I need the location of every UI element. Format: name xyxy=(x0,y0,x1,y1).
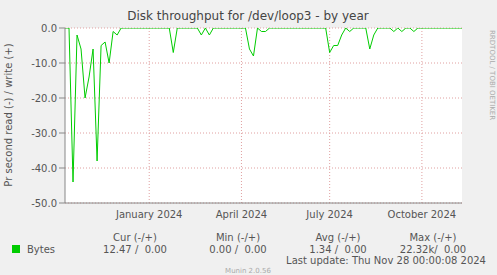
svg-text:October 2024: October 2024 xyxy=(388,209,457,220)
svg-text:July 2024: July 2024 xyxy=(305,209,353,220)
svg-text:12.47 / 0.00: 12.47 / 0.00 xyxy=(103,244,167,255)
svg-text:Bytes: Bytes xyxy=(27,244,55,255)
svg-text:0.0: 0.0 xyxy=(41,23,57,34)
svg-text:Munin 2.0.56: Munin 2.0.56 xyxy=(225,267,271,275)
svg-text:Avg (-/+): Avg (-/+) xyxy=(316,232,361,243)
svg-text:22.32k/ 0.00: 22.32k/ 0.00 xyxy=(400,244,466,255)
svg-text:0.00 / 0.00: 0.00 / 0.00 xyxy=(209,244,266,255)
svg-text:-50.0: -50.0 xyxy=(31,198,57,209)
svg-text:Cur (-/+): Cur (-/+) xyxy=(113,232,157,243)
svg-text:-20.0: -20.0 xyxy=(31,93,57,104)
svg-text:-40.0: -40.0 xyxy=(31,163,57,174)
svg-text:-10.0: -10.0 xyxy=(31,58,57,69)
svg-text:-30.0: -30.0 xyxy=(31,128,57,139)
svg-text:Last update: Thu Nov 28 00:00:: Last update: Thu Nov 28 00:00:08 2024 xyxy=(286,255,486,266)
svg-text:1.34 / 0.00: 1.34 / 0.00 xyxy=(309,244,366,255)
svg-text:January 2024: January 2024 xyxy=(115,209,183,220)
svg-text:Max (-/+): Max (-/+) xyxy=(409,232,456,243)
svg-text:Min (-/+): Min (-/+) xyxy=(216,232,260,243)
svg-text:April 2024: April 2024 xyxy=(216,209,267,220)
svg-text:Disk throughput for /dev/loop3: Disk throughput for /dev/loop3 - by year xyxy=(127,9,369,23)
svg-text:RRDTOOL / TOBI OETIKER: RRDTOOL / TOBI OETIKER xyxy=(488,30,489,120)
svg-text:Pr second read (-) / write (+): Pr second read (-) / write (+) xyxy=(8,43,14,186)
